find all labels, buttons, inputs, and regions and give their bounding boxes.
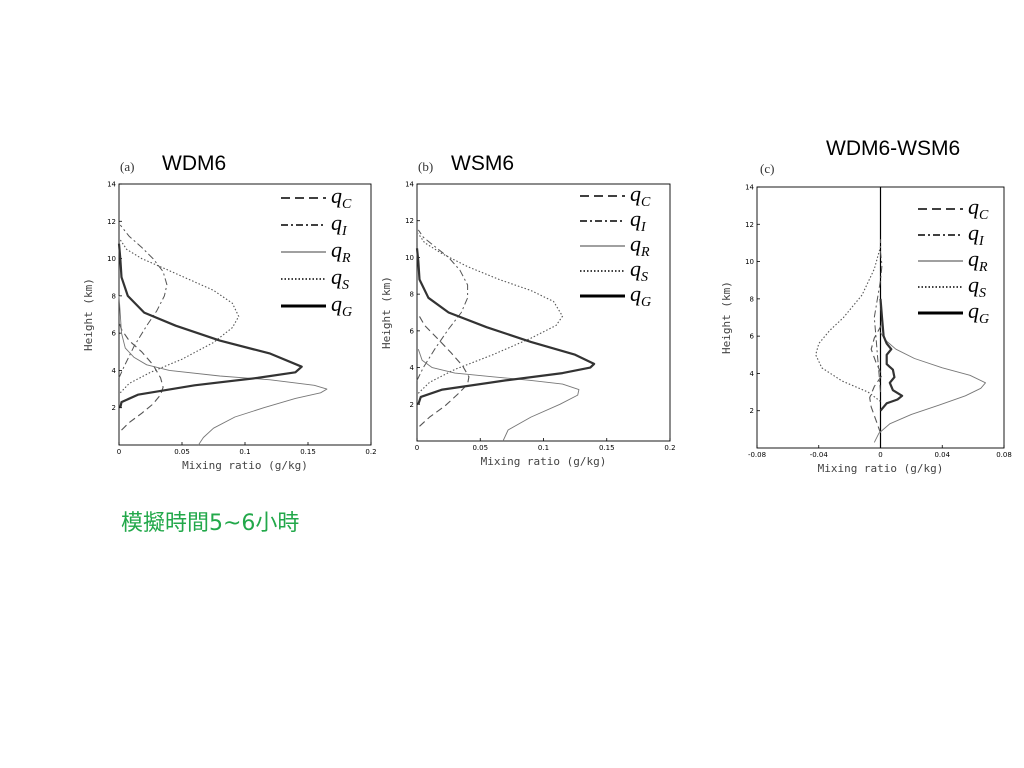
series-line-qI bbox=[416, 229, 469, 381]
panel-c-title: WDM6-WSM6 bbox=[826, 137, 961, 160]
x-tick-label: -0.04 bbox=[810, 451, 829, 459]
y-tick-label: 2 bbox=[750, 407, 754, 415]
legend-label-qR: qR bbox=[968, 246, 988, 275]
y-tick-label: 4 bbox=[112, 367, 117, 375]
series-line-qS bbox=[119, 239, 240, 394]
x-tick-label: 0.15 bbox=[599, 444, 615, 452]
y-tick-label: 6 bbox=[410, 327, 415, 335]
y-tick-label: 10 bbox=[745, 258, 754, 266]
y-axis-title: Height (km) bbox=[380, 276, 393, 349]
panel-b-title: WSM6 bbox=[451, 152, 514, 175]
x-axis-title: Mixing ratio (g/kg) bbox=[182, 459, 308, 472]
series-line-qG bbox=[879, 298, 904, 412]
y-tick-label: 14 bbox=[405, 181, 414, 189]
x-tick-label: -0.08 bbox=[748, 451, 766, 459]
panel-a-letter: (a) bbox=[120, 159, 135, 174]
y-tick-label: 8 bbox=[750, 295, 754, 303]
y-tick-label: 12 bbox=[405, 217, 414, 225]
x-tick-label: 0.05 bbox=[174, 448, 190, 456]
x-tick-label: 0.2 bbox=[664, 444, 675, 452]
x-tick-label: 0 bbox=[878, 451, 882, 459]
x-tick-label: 0.05 bbox=[472, 444, 488, 452]
y-tick-label: 6 bbox=[750, 333, 755, 341]
y-axis-title: Height (km) bbox=[720, 281, 733, 354]
legend-label-qS: qS bbox=[968, 272, 986, 301]
series-line-qI bbox=[118, 224, 168, 379]
panel-a-title: WDM6 bbox=[162, 152, 227, 175]
series-line-qG bbox=[415, 248, 596, 405]
legend-label-qI: qI bbox=[968, 220, 985, 249]
x-tick-label: 0 bbox=[117, 448, 121, 456]
panel-c-letter: (c) bbox=[760, 161, 775, 176]
x-axis-title: Mixing ratio (g/kg) bbox=[818, 462, 944, 475]
legend-label-qG: qG bbox=[968, 298, 989, 327]
series-line-qG bbox=[117, 243, 303, 408]
series-line-qC bbox=[118, 321, 164, 431]
y-tick-label: 6 bbox=[112, 330, 117, 338]
series-line-qS bbox=[815, 246, 882, 402]
x-tick-label: 0.2 bbox=[365, 448, 376, 456]
x-tick-label: 0.04 bbox=[934, 451, 950, 459]
panel-b-letter: (b) bbox=[418, 159, 434, 174]
y-tick-label: 10 bbox=[107, 255, 116, 263]
y-axis-title: Height (km) bbox=[82, 278, 95, 351]
y-tick-label: 2 bbox=[410, 401, 414, 409]
x-axis-title: Mixing ratio (g/kg) bbox=[481, 455, 607, 468]
x-tick-label: 0.15 bbox=[300, 448, 316, 456]
y-tick-label: 14 bbox=[107, 181, 116, 189]
simulation-time-caption: 模擬時間5~6小時 bbox=[121, 511, 300, 536]
y-tick-label: 8 bbox=[112, 292, 116, 300]
y-tick-label: 12 bbox=[745, 221, 754, 229]
x-tick-label: 0.08 bbox=[996, 451, 1012, 459]
y-tick-label: 12 bbox=[107, 218, 116, 226]
y-tick-label: 10 bbox=[405, 254, 414, 262]
legend-label-qC: qC bbox=[968, 194, 989, 223]
series-line-qC bbox=[417, 314, 470, 427]
x-tick-label: 0.1 bbox=[239, 448, 250, 456]
y-tick-label: 14 bbox=[745, 184, 754, 192]
y-tick-label: 2 bbox=[112, 404, 116, 412]
series-line-qR bbox=[118, 295, 328, 446]
series-line-qC bbox=[869, 308, 883, 434]
series-line-qR bbox=[417, 349, 580, 442]
y-tick-label: 8 bbox=[410, 291, 414, 299]
x-tick-label: 0 bbox=[415, 444, 419, 452]
y-tick-label: 4 bbox=[750, 370, 755, 378]
y-tick-label: 4 bbox=[410, 364, 415, 372]
series-line-qR bbox=[873, 332, 986, 443]
x-tick-label: 0.1 bbox=[538, 444, 549, 452]
